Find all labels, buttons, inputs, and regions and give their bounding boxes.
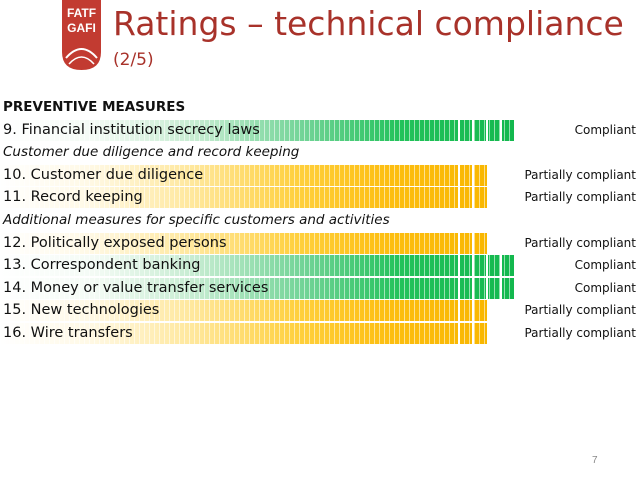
row-label: 13. Correspondent banking (3, 257, 201, 274)
row-label: Customer due diligence and record keepin… (3, 144, 300, 161)
fatf-logo: FATF GAFI (62, 0, 101, 70)
row-label: 16. Wire transfers (3, 324, 133, 341)
partially-compliant-bar (0, 164, 487, 186)
rating-row: 9. Financial institution secrecy laws Com… (0, 119, 638, 142)
partially-compliant-bar (0, 232, 487, 254)
logo-line1: FATF (67, 6, 96, 20)
page-number: 7 (592, 455, 598, 466)
row-label: 12. Politically exposed persons (3, 234, 227, 251)
partially-compliant-bar (0, 300, 487, 322)
row-label: PREVENTIVE MEASURES (3, 99, 186, 115)
rating-row: 12. Politically exposed persons Partially… (0, 232, 638, 255)
row-label: 9. Financial institution secrecy laws (3, 121, 260, 138)
ratings-table: PREVENTIVE MEASURES 9. Financial institut… (0, 96, 638, 345)
rating-value: Compliant (574, 258, 636, 273)
partially-compliant-bar (0, 322, 487, 344)
row-label: 10. Customer due diligence (3, 166, 204, 183)
row-label: 14. Money or value transfer services (3, 279, 269, 296)
slide-subtitle: (2/5) (113, 50, 154, 70)
compliant-bar (0, 255, 514, 277)
subsection-heading: Additional measures for specific custome… (0, 209, 638, 232)
row-label: Additional measures for specific custome… (3, 211, 390, 228)
rating-row: 14. Money or value transfer services Comp… (0, 277, 638, 300)
slide-title: Ratings – technical compliance (113, 4, 624, 43)
rating-row: 13. Correspondent banking Compliant (0, 254, 638, 277)
rating-value: Partially compliant (524, 303, 636, 318)
rating-value: Partially compliant (524, 190, 636, 205)
compliant-bar (0, 277, 514, 299)
rating-row: 16. Wire transfers Partially compliant (0, 322, 638, 345)
partially-compliant-bar (0, 187, 487, 209)
rating-row: 15. New technologies Partially compliant (0, 299, 638, 322)
rating-value: Compliant (574, 280, 636, 295)
row-label: 15. New technologies (3, 302, 160, 319)
row-label: 11. Record keeping (3, 189, 143, 206)
rating-row: 11. Record keeping Partially compliant (0, 186, 638, 209)
rating-value: Partially compliant (524, 235, 636, 250)
rating-value: Partially compliant (524, 167, 636, 182)
compliant-bar (0, 119, 514, 141)
rating-value: Partially compliant (524, 325, 636, 340)
subsection-heading: Customer due diligence and record keepin… (0, 141, 638, 164)
section-heading: PREVENTIVE MEASURES (0, 96, 638, 119)
rating-row: 10. Customer due diligence Partially comp… (0, 164, 638, 187)
logo-line2: GAFI (67, 21, 96, 35)
rating-value: Compliant (574, 122, 636, 137)
